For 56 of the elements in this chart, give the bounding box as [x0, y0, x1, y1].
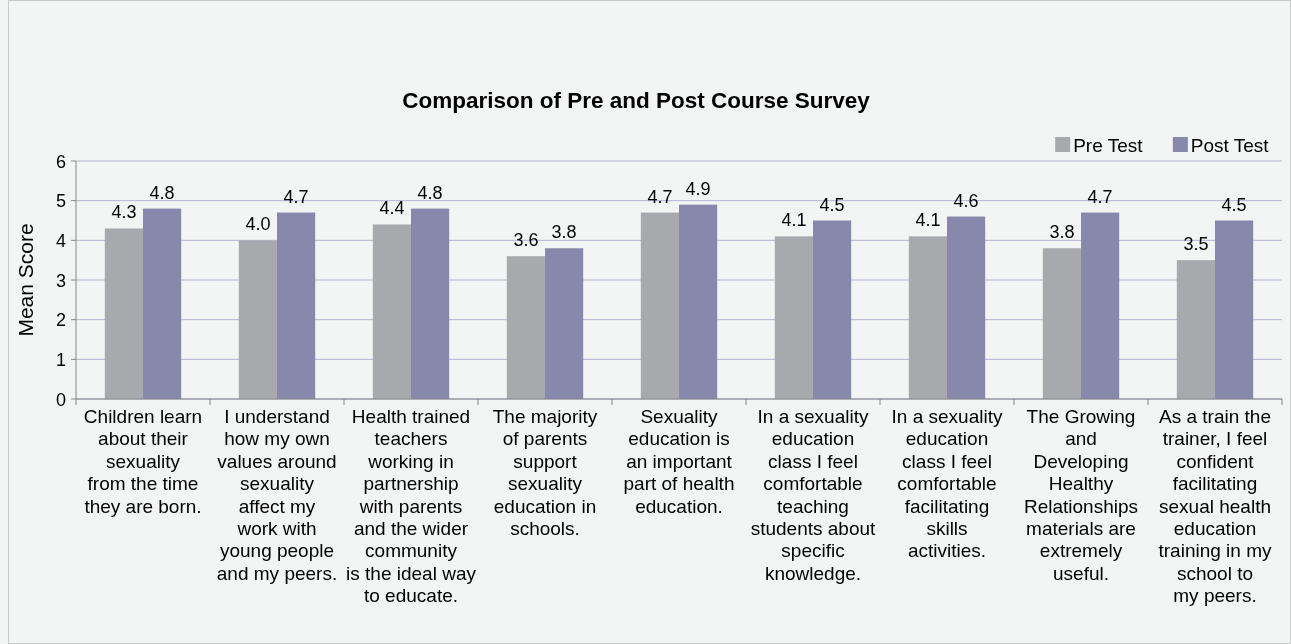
bar: [238, 240, 277, 399]
bar: [947, 216, 986, 399]
data-label: 4.7: [283, 186, 309, 207]
data-label: 4.8: [149, 182, 175, 203]
y-tick-label: 2: [55, 310, 66, 331]
data-label: 4.0: [245, 214, 271, 235]
data-label: 4.5: [1221, 194, 1247, 215]
x-tick-label: In a sexuality education class I feel comfortable facilitating skills activities.: [891, 406, 1003, 562]
y-tick-label: 5: [55, 191, 66, 212]
bar: [679, 204, 718, 399]
bar: [774, 236, 813, 399]
bar: [1215, 220, 1254, 399]
bar: [640, 212, 679, 399]
legend-label: Post Test: [1190, 135, 1270, 156]
legend-label: Pre Test: [1073, 135, 1144, 156]
bar: [813, 220, 852, 399]
data-label: 3.6: [513, 230, 539, 251]
y-tick-label: 4: [55, 230, 66, 251]
y-axis-title: Mean Score: [14, 223, 37, 337]
x-tick-label: Sexuality education is an important part of health education.: [623, 406, 735, 517]
x-tick-label: The Growing and Developing Healthy Relationships materials are extremely useful.: [1023, 406, 1139, 584]
data-label: 3.8: [551, 222, 577, 243]
x-tick-label: I understand how my own values around sexuality affect my work with young people and my peers.: [216, 406, 338, 584]
bar: [143, 208, 182, 399]
data-label: 3.5: [1183, 234, 1209, 255]
category-label: Health trained teachers working in partnership with parents and the wider community is the ideal way to educate.: [346, 406, 476, 607]
data-label: 4.1: [781, 210, 807, 231]
x-tick-label: Children learn about their sexuality from the time they are born.: [83, 406, 203, 517]
y-tick-label: 1: [55, 349, 66, 370]
bar: [506, 256, 545, 399]
bar: [1042, 248, 1081, 399]
bar: [1081, 212, 1120, 399]
x-tick-label: In a sexuality education class I feel comfortable teaching students about specific knowledge.: [750, 406, 877, 584]
category-label: As a train the trainer, I feel confident facilitating sexual health education training in my school to my peers.: [1158, 406, 1272, 607]
data-label: 4.7: [1087, 186, 1113, 207]
y-tick-label: 0: [55, 389, 66, 410]
data-label: 4.4: [379, 198, 405, 219]
bar: [104, 228, 143, 399]
data-label: 3.8: [1049, 222, 1075, 243]
y-tick-label: 6: [55, 151, 66, 172]
bar: [372, 224, 411, 399]
bar: [277, 212, 316, 399]
data-label: 4.3: [111, 202, 137, 223]
data-label: 4.1: [915, 210, 941, 231]
bar: [908, 236, 947, 399]
data-label: 4.5: [819, 194, 845, 215]
chart-title: Comparison of Pre and Post Course Survey: [402, 88, 871, 113]
data-label: 4.6: [953, 190, 979, 211]
x-tick-label: The majority of parents support sexuality education in schools.: [492, 406, 598, 539]
bar: [411, 208, 450, 399]
data-label: 4.7: [647, 186, 673, 207]
data-label: 4.9: [685, 178, 711, 199]
data-label: 4.8: [417, 182, 443, 203]
bar: [545, 248, 584, 399]
bar: [1176, 260, 1215, 399]
y-tick-label: 3: [55, 270, 66, 291]
